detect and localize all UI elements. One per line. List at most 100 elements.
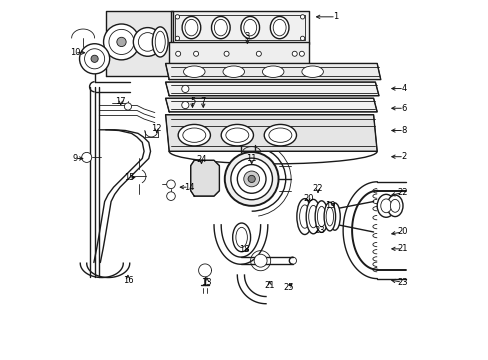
- Circle shape: [166, 192, 175, 201]
- Polygon shape: [169, 42, 308, 65]
- Ellipse shape: [314, 201, 327, 232]
- Ellipse shape: [241, 17, 259, 39]
- Circle shape: [182, 102, 188, 109]
- Ellipse shape: [232, 223, 250, 252]
- Ellipse shape: [389, 199, 399, 212]
- Ellipse shape: [301, 66, 323, 77]
- Text: 5: 5: [189, 96, 195, 105]
- Polygon shape: [165, 82, 378, 96]
- Ellipse shape: [268, 128, 291, 142]
- Circle shape: [175, 15, 179, 19]
- Ellipse shape: [152, 27, 168, 57]
- Text: 20: 20: [303, 194, 313, 203]
- Circle shape: [91, 55, 98, 62]
- Circle shape: [133, 28, 162, 56]
- Ellipse shape: [155, 31, 165, 53]
- Ellipse shape: [235, 227, 247, 247]
- Text: 23: 23: [314, 226, 325, 235]
- Circle shape: [103, 24, 139, 60]
- Polygon shape: [106, 12, 172, 76]
- Ellipse shape: [244, 19, 256, 36]
- Circle shape: [247, 175, 255, 183]
- Polygon shape: [165, 98, 376, 112]
- Ellipse shape: [380, 199, 391, 213]
- Circle shape: [84, 49, 104, 69]
- Ellipse shape: [182, 17, 201, 39]
- Text: 15: 15: [123, 173, 134, 182]
- Circle shape: [193, 51, 198, 56]
- Text: 21: 21: [264, 281, 274, 290]
- Text: 13: 13: [201, 278, 212, 287]
- Circle shape: [224, 51, 228, 56]
- Polygon shape: [190, 160, 219, 196]
- Circle shape: [300, 15, 304, 19]
- Ellipse shape: [376, 194, 394, 217]
- Ellipse shape: [262, 66, 284, 77]
- Circle shape: [175, 51, 180, 56]
- Ellipse shape: [317, 206, 325, 227]
- Ellipse shape: [183, 128, 205, 142]
- Polygon shape: [171, 12, 308, 44]
- Circle shape: [109, 30, 134, 54]
- Circle shape: [244, 171, 259, 187]
- Ellipse shape: [211, 17, 230, 39]
- Ellipse shape: [308, 206, 317, 228]
- Text: 22: 22: [312, 184, 323, 193]
- Text: 8: 8: [401, 126, 406, 135]
- Ellipse shape: [264, 125, 296, 146]
- Circle shape: [292, 51, 297, 56]
- Text: 20: 20: [396, 228, 407, 237]
- Circle shape: [124, 103, 131, 110]
- Circle shape: [166, 180, 175, 189]
- Circle shape: [237, 165, 265, 193]
- Text: 9: 9: [72, 154, 77, 163]
- Ellipse shape: [324, 202, 335, 231]
- Text: 3: 3: [244, 32, 249, 41]
- Ellipse shape: [178, 125, 210, 146]
- Text: 19: 19: [325, 201, 335, 210]
- Ellipse shape: [184, 19, 198, 36]
- Circle shape: [81, 152, 92, 162]
- Polygon shape: [165, 115, 376, 151]
- Circle shape: [256, 51, 261, 56]
- Text: 10: 10: [69, 48, 80, 57]
- Circle shape: [299, 51, 304, 56]
- Ellipse shape: [221, 125, 253, 146]
- Text: 23: 23: [396, 278, 407, 287]
- Text: 2: 2: [401, 152, 406, 161]
- Ellipse shape: [386, 195, 402, 217]
- Circle shape: [182, 85, 188, 93]
- Ellipse shape: [223, 66, 244, 77]
- Ellipse shape: [329, 203, 340, 230]
- Text: 4: 4: [401, 84, 406, 93]
- Circle shape: [300, 36, 304, 41]
- Ellipse shape: [214, 19, 227, 36]
- Text: 11: 11: [246, 154, 256, 163]
- Ellipse shape: [299, 205, 309, 228]
- Ellipse shape: [325, 207, 333, 226]
- Text: 22: 22: [396, 188, 407, 197]
- Ellipse shape: [273, 19, 285, 36]
- Text: 7: 7: [200, 96, 205, 105]
- Ellipse shape: [270, 17, 288, 39]
- Text: 12: 12: [151, 124, 162, 133]
- Text: 25: 25: [283, 283, 293, 292]
- Ellipse shape: [296, 199, 312, 234]
- Circle shape: [117, 37, 126, 46]
- Ellipse shape: [305, 199, 320, 234]
- Text: 14: 14: [183, 183, 194, 192]
- Ellipse shape: [183, 66, 204, 77]
- Text: 1: 1: [333, 12, 338, 21]
- Circle shape: [138, 33, 157, 51]
- Text: 17: 17: [115, 96, 126, 105]
- Text: 16: 16: [122, 276, 133, 285]
- Circle shape: [80, 44, 109, 74]
- Circle shape: [224, 152, 278, 206]
- Ellipse shape: [225, 128, 248, 142]
- Text: 24: 24: [196, 155, 206, 164]
- Text: 18: 18: [239, 246, 249, 255]
- Text: 6: 6: [401, 104, 406, 113]
- Polygon shape: [165, 63, 380, 80]
- Circle shape: [230, 158, 272, 200]
- Circle shape: [254, 254, 266, 267]
